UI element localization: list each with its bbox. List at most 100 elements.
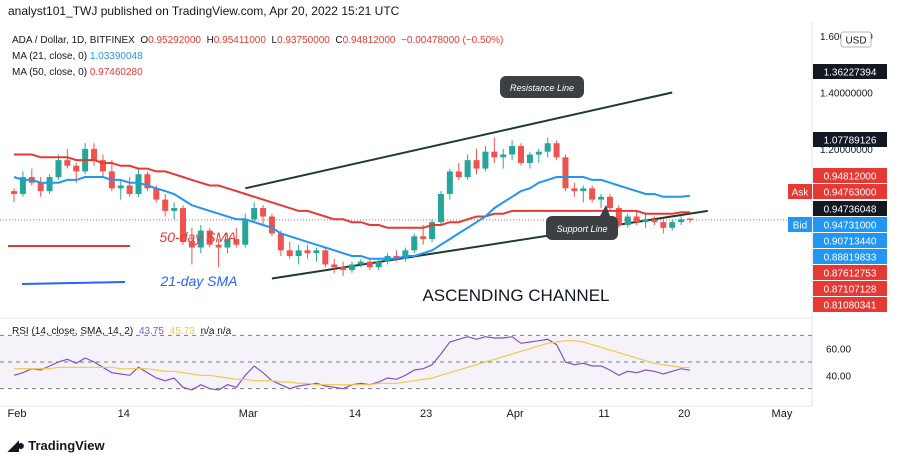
candle-body bbox=[518, 146, 524, 163]
price-tag bbox=[813, 132, 887, 147]
candle-body bbox=[633, 216, 640, 223]
rsi-sma-line bbox=[14, 340, 691, 386]
ohlc-row: ADA / Dollar, 1D, BITFINEX O0.95292000 H… bbox=[12, 35, 504, 46]
ma21-row: MA (21, close, 0) 1.03390048 bbox=[12, 49, 503, 65]
candle-body bbox=[171, 208, 178, 211]
candle-body bbox=[491, 151, 498, 158]
candle-body bbox=[437, 193, 444, 223]
candle-body bbox=[393, 255, 400, 259]
chart-grid bbox=[0, 22, 813, 407]
candle-body bbox=[669, 222, 676, 228]
price-tag-value: 0.94731000 bbox=[824, 221, 877, 232]
ma50-row: MA (50, close, 0) 0.97460280 bbox=[12, 65, 503, 81]
time-tick-label: 11 bbox=[598, 408, 609, 420]
time-tick-label: 20 bbox=[678, 408, 690, 420]
candle-body bbox=[37, 182, 44, 192]
ma50-label[interactable]: MA (50, close, 0) bbox=[12, 67, 88, 78]
time-tick-label: May bbox=[772, 408, 793, 420]
close-value: 0.94812000 bbox=[342, 35, 396, 46]
candle-body bbox=[73, 165, 80, 172]
resistance-line-label: Resistance Line bbox=[510, 83, 574, 93]
candle-body bbox=[411, 236, 418, 251]
ma21-line bbox=[13, 176, 691, 260]
svg-text:USD: USD bbox=[845, 36, 866, 47]
candle-body bbox=[375, 261, 382, 268]
candle-body bbox=[188, 241, 195, 248]
candle-body bbox=[46, 177, 53, 192]
price-tag-side-text: Bid bbox=[793, 221, 807, 232]
candle-body bbox=[304, 250, 311, 254]
symbol-label[interactable]: ADA / Dollar, 1D, BITFINEX bbox=[12, 35, 135, 46]
candle-body bbox=[660, 222, 667, 228]
candle-body bbox=[473, 160, 480, 169]
candle-body bbox=[135, 174, 142, 194]
candle-body bbox=[606, 196, 613, 209]
candle-body bbox=[206, 230, 213, 245]
candle-body bbox=[331, 264, 338, 268]
price-tag-value: 0.81080341 bbox=[824, 301, 877, 312]
candle-body bbox=[286, 250, 293, 256]
candle-body bbox=[295, 250, 302, 256]
candle-body bbox=[144, 174, 151, 189]
candle-body bbox=[215, 244, 222, 248]
time-tick-label: Apr bbox=[507, 408, 524, 420]
candle-body bbox=[19, 177, 26, 194]
candle-body bbox=[268, 216, 275, 234]
currency-button[interactable]: USD bbox=[840, 31, 872, 48]
sma21-annotation: 21-day SMA bbox=[159, 273, 237, 289]
candle-body bbox=[277, 233, 284, 251]
price-tag-side-label bbox=[788, 217, 812, 232]
price-tag bbox=[813, 201, 887, 216]
candle-body bbox=[313, 250, 320, 254]
rsi-label[interactable]: RSI (14, close, SMA, 14, 2) 43.75 45.73 … bbox=[12, 326, 232, 337]
candle-body bbox=[126, 185, 133, 194]
price-tag-value: 0.87107128 bbox=[824, 285, 877, 296]
candle-body bbox=[615, 208, 622, 225]
candle-body bbox=[117, 185, 124, 189]
resistance-line bbox=[245, 91, 673, 190]
tradingview-logo-icon: ◢● bbox=[8, 437, 25, 453]
candle-body bbox=[402, 250, 409, 259]
price-tag-side-text: Ask bbox=[792, 188, 810, 199]
candle-body bbox=[340, 267, 347, 271]
rsi-tick-label: 40.00 bbox=[826, 371, 851, 382]
price-tag-value: 1.36227394 bbox=[824, 68, 877, 79]
candle-body bbox=[526, 154, 533, 163]
time-tick-label: 14 bbox=[118, 408, 130, 420]
candle-body bbox=[642, 219, 649, 223]
tradingview-brand: TradingView bbox=[28, 438, 105, 453]
candle-body bbox=[429, 222, 436, 240]
ma21-label[interactable]: MA (21, close, 0) bbox=[12, 51, 88, 62]
price-tag bbox=[813, 249, 887, 264]
price-tag-value: 0.90713440 bbox=[824, 237, 877, 248]
candle-body bbox=[180, 208, 186, 242]
legend-sample-lines bbox=[8, 245, 130, 285]
price-tag-value: 0.94763000 bbox=[824, 188, 877, 199]
candle-body bbox=[420, 236, 427, 240]
candle-body bbox=[197, 230, 204, 248]
candle-body bbox=[91, 148, 98, 161]
price-tag bbox=[813, 297, 887, 312]
candle-body bbox=[99, 160, 106, 172]
candle-body bbox=[687, 218, 693, 220]
price-tick-label: 1.40000000 bbox=[820, 88, 873, 99]
candle-body bbox=[598, 196, 605, 200]
price-tag-value: 0.94736048 bbox=[824, 205, 877, 216]
candle-body bbox=[455, 171, 462, 178]
price-tag-value: 1.07789126 bbox=[824, 136, 877, 147]
price-tag bbox=[813, 265, 887, 280]
price-tag bbox=[813, 64, 887, 79]
resistance-callout: Resistance Line bbox=[500, 76, 584, 98]
candle-body bbox=[153, 188, 160, 200]
sma50-annotation: 50-day SMA bbox=[159, 229, 236, 245]
tradingview-footer[interactable]: ◢● TradingView bbox=[8, 437, 105, 454]
candle-body bbox=[322, 250, 329, 265]
candle-body bbox=[553, 143, 560, 158]
rsi-band bbox=[0, 334, 812, 390]
candle-body bbox=[260, 208, 267, 217]
price-tag-value: 0.87612753 bbox=[824, 269, 877, 280]
candle-body bbox=[11, 191, 17, 194]
high-value: 0.95411000 bbox=[213, 35, 266, 46]
candle-body bbox=[64, 160, 71, 166]
